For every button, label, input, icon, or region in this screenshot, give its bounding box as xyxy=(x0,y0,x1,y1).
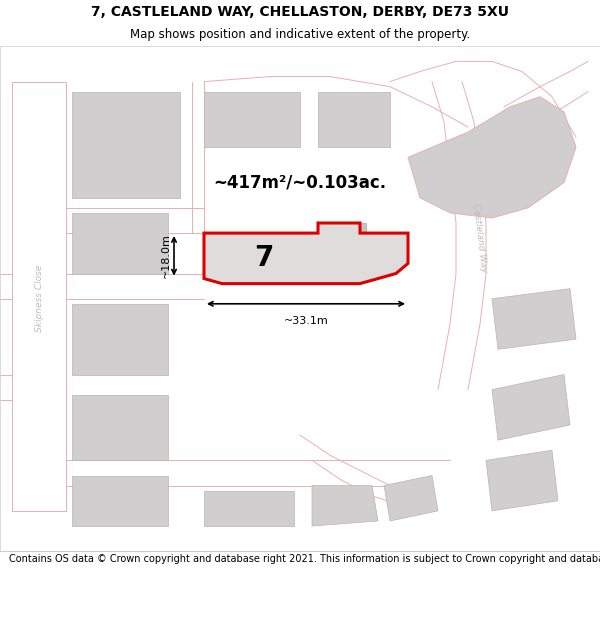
Text: 7: 7 xyxy=(254,244,274,272)
Text: ~18.0m: ~18.0m xyxy=(161,233,171,278)
Text: 7, CASTLELAND WAY, CHELLASTON, DERBY, DE73 5XU: 7, CASTLELAND WAY, CHELLASTON, DERBY, DE… xyxy=(91,4,509,19)
Text: Map shows position and indicative extent of the property.: Map shows position and indicative extent… xyxy=(130,28,470,41)
Polygon shape xyxy=(318,223,366,274)
Polygon shape xyxy=(486,450,558,511)
Polygon shape xyxy=(72,92,180,198)
Polygon shape xyxy=(318,92,390,148)
Polygon shape xyxy=(492,374,570,440)
Polygon shape xyxy=(72,476,168,526)
Text: Castleland Way: Castleland Way xyxy=(471,203,489,273)
Polygon shape xyxy=(312,486,378,526)
Text: ~417m²/~0.103ac.: ~417m²/~0.103ac. xyxy=(214,174,386,192)
Polygon shape xyxy=(204,92,300,148)
Polygon shape xyxy=(12,82,66,511)
Polygon shape xyxy=(204,223,408,284)
Text: Contains OS data © Crown copyright and database right 2021. This information is : Contains OS data © Crown copyright and d… xyxy=(9,554,600,564)
Polygon shape xyxy=(384,476,438,521)
Polygon shape xyxy=(72,304,168,374)
Text: Skipness Close: Skipness Close xyxy=(35,265,44,332)
Polygon shape xyxy=(408,97,576,218)
Polygon shape xyxy=(72,395,168,461)
Text: ~33.1m: ~33.1m xyxy=(284,316,328,326)
Polygon shape xyxy=(72,213,168,274)
Polygon shape xyxy=(492,289,576,349)
Polygon shape xyxy=(204,491,294,526)
